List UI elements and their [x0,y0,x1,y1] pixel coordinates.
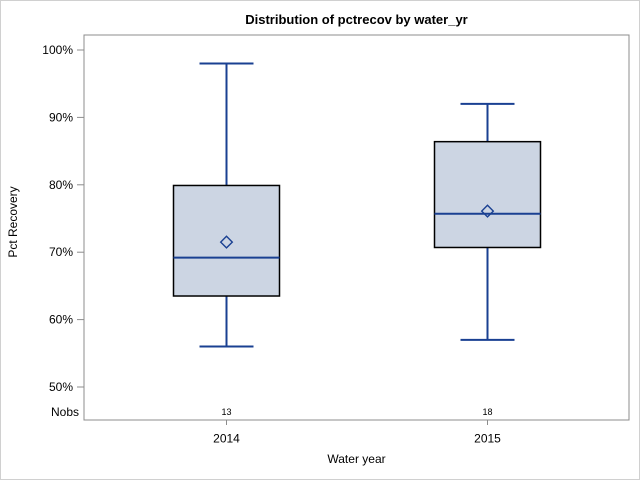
mean-diamond-marker [480,204,495,218]
y-tick-label: 50% [49,380,73,394]
x-tick-label: 2014 [213,432,240,446]
x-axis-title: Water year [327,452,385,466]
y-tick-label: 60% [49,313,73,327]
y-axis-title: Pct Recovery [6,186,20,257]
mean-diamond-marker [219,235,234,249]
x-tick-label: 2015 [474,432,501,446]
chart-title: Distribution of pctrecov by water_yr [245,12,468,27]
box-iqr [172,184,281,297]
y-tick-label: 70% [49,245,73,259]
nobs-value: 13 [221,407,231,417]
nobs-row-label: Nobs [51,405,79,419]
y-tick-label: 80% [49,178,73,192]
plot-wall [83,34,630,421]
box-iqr [433,140,542,249]
y-tick-label: 90% [49,110,73,124]
nobs-value: 18 [482,407,492,417]
y-tick-label: 100% [42,43,73,57]
